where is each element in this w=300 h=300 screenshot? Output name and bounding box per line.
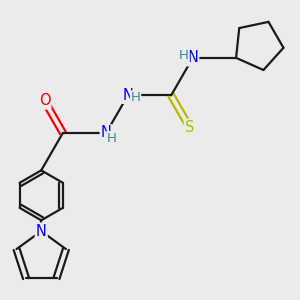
Text: H: H (179, 49, 189, 62)
Text: N: N (36, 224, 47, 238)
Text: H: H (107, 131, 117, 145)
Text: H: H (131, 91, 141, 104)
Text: N: N (122, 88, 133, 103)
Text: O: O (39, 94, 50, 109)
Text: N: N (101, 125, 112, 140)
Text: N: N (188, 50, 198, 65)
Text: S: S (185, 120, 194, 135)
